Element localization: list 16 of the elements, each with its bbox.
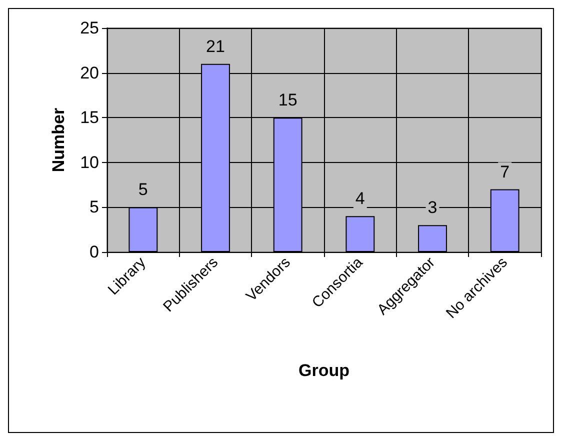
data-label: 5: [138, 180, 148, 200]
data-label: 21: [206, 36, 225, 56]
bar: [418, 225, 447, 252]
data-label: 15: [278, 90, 298, 110]
y-tick-label: 0: [90, 242, 99, 262]
y-tick-label: 15: [80, 108, 99, 128]
bar: [346, 216, 375, 252]
y-tick-label: 20: [80, 63, 99, 82]
y-tick-label: 10: [80, 152, 99, 172]
y-tick-label: 5: [90, 198, 99, 217]
y-axis-title: Number: [49, 108, 68, 172]
data-label: 4: [355, 189, 365, 208]
y-tick-label: 25: [80, 18, 99, 38]
data-label: 7: [500, 162, 510, 182]
data-label: 3: [428, 198, 438, 218]
x-axis-title: Group: [298, 361, 350, 380]
